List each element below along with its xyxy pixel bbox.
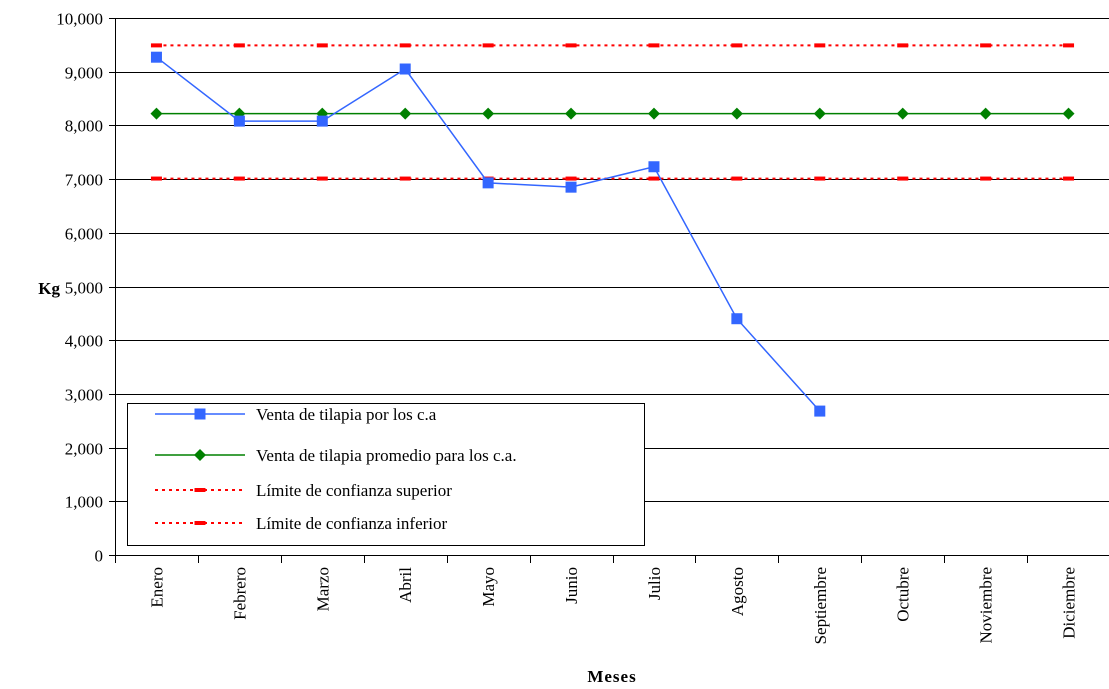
y-tick-label: 10,000	[56, 10, 103, 29]
legend-swatch-marker	[194, 408, 206, 420]
data-point	[1063, 176, 1075, 181]
legend-item: Límite de confianza inferior	[155, 514, 447, 533]
x-tick-label: Octubre	[894, 567, 913, 622]
x-tick-label: Agosto	[728, 567, 747, 616]
legend-item: Límite de confianza superior	[155, 481, 452, 500]
x-tick-label: Marzo	[313, 567, 332, 611]
y-tick-label: 8,000	[65, 117, 103, 136]
y-tick-label: 7,000	[65, 171, 103, 190]
data-point	[814, 43, 826, 48]
y-tick-label: 5,000	[65, 279, 103, 298]
data-point	[814, 405, 826, 417]
data-point	[482, 177, 494, 189]
data-point	[482, 107, 495, 120]
data-point	[399, 107, 412, 120]
y-tick-label: 1,000	[65, 493, 103, 512]
data-point	[731, 313, 743, 325]
legend-swatch-marker	[194, 521, 206, 525]
series-1	[150, 107, 1075, 120]
x-tick-label: Abril	[396, 567, 415, 603]
y-tick-label: 2,000	[65, 440, 103, 459]
data-point	[565, 107, 578, 120]
series-layer	[150, 43, 1075, 417]
x-tick-label: Noviembre	[977, 567, 996, 643]
data-point	[731, 176, 743, 181]
x-tick-label: Junio	[562, 567, 581, 604]
legend-label: Venta de tilapia promedio para los c.a.	[256, 446, 517, 465]
data-point	[648, 161, 660, 173]
y-axis-title: Kg	[38, 279, 60, 298]
data-point	[316, 176, 328, 181]
data-point	[648, 43, 660, 48]
y-tick-label: 3,000	[65, 386, 103, 405]
data-point	[399, 176, 411, 181]
data-point	[482, 43, 494, 48]
data-point	[399, 63, 411, 75]
data-point	[233, 115, 245, 127]
legend-label: Límite de confianza superior	[256, 481, 452, 500]
data-point	[731, 43, 743, 48]
data-point	[814, 176, 826, 181]
data-point	[647, 107, 660, 120]
x-tick-label: Septiembre	[811, 567, 830, 644]
y-tick-label: 0	[95, 547, 104, 566]
legend-swatch-marker	[194, 449, 206, 461]
x-axis-title: Meses	[587, 667, 636, 686]
data-point	[233, 43, 245, 48]
data-point	[648, 176, 660, 181]
data-point	[980, 43, 992, 48]
data-point	[316, 115, 328, 127]
series-0	[150, 51, 826, 417]
data-point	[980, 176, 992, 181]
data-point	[150, 176, 162, 181]
data-point	[1063, 43, 1075, 48]
data-point	[565, 176, 577, 181]
data-point	[1062, 107, 1075, 120]
x-tick-label: Febrero	[230, 567, 249, 620]
y-tick-label: 9,000	[65, 64, 103, 83]
legend-item: Venta de tilapia promedio para los c.a.	[155, 446, 517, 465]
data-point	[316, 43, 328, 48]
legend-label: Límite de confianza inferior	[256, 514, 447, 533]
y-tick-label: 4,000	[65, 332, 103, 351]
data-point	[979, 107, 992, 120]
data-point	[565, 43, 577, 48]
legend: Venta de tilapia por los c.a Venta de til…	[127, 403, 645, 546]
data-point	[896, 107, 909, 120]
data-point	[150, 43, 162, 48]
series-2	[150, 43, 1075, 48]
x-tick-label: Diciembre	[1060, 567, 1079, 639]
data-point	[730, 107, 743, 120]
legend-item: Venta de tilapia por los c.a	[155, 405, 437, 424]
axes-layer: 0 1,000 2,000 3,000 4,000 5,000 6,000 7,000 8,00…	[56, 10, 1109, 644]
legend-label: Venta de tilapia por los c.a	[256, 405, 437, 424]
x-tick-label: Mayo	[479, 567, 498, 607]
data-point	[399, 43, 411, 48]
data-point	[565, 181, 577, 193]
data-point	[813, 107, 826, 120]
data-point	[897, 176, 909, 181]
x-tick-label: Julio	[645, 567, 664, 600]
data-point	[150, 51, 162, 63]
data-point	[897, 43, 909, 48]
legend-box	[127, 403, 645, 546]
data-point	[233, 176, 245, 181]
y-tick-label: 6,000	[65, 225, 103, 244]
x-tick-label: Enero	[147, 567, 166, 608]
legend-swatch-marker	[194, 488, 206, 492]
data-point	[150, 107, 163, 120]
